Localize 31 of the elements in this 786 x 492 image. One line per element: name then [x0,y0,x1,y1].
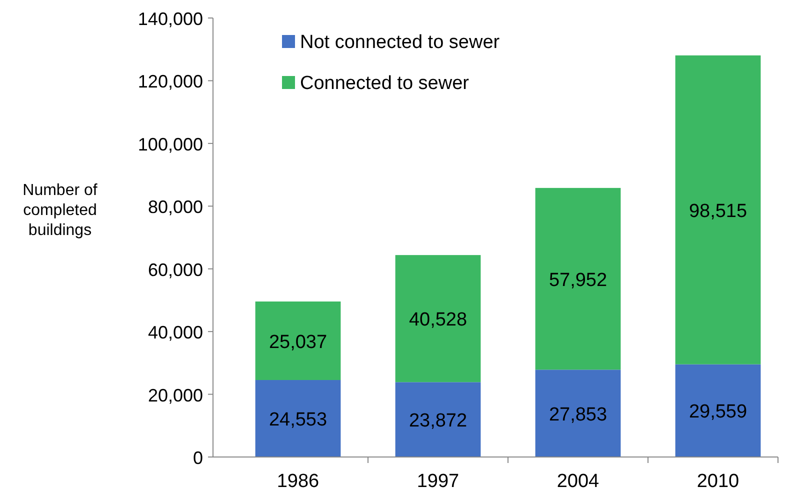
data-label: 25,037 [268,332,328,353]
data-label: 23,872 [408,410,468,432]
data-label: 40,528 [408,310,468,331]
y-tick-label: 20,000 [148,385,203,406]
data-label: 98,515 [688,200,748,222]
data-label: 29,559 [688,402,748,423]
y-tick-label: 60,000 [148,260,203,280]
y-axis-title: Number of completed buildings [22,182,98,239]
bar [395,382,481,457]
bar [675,364,761,457]
bar [535,370,621,457]
x-tick-label: 2010 [696,471,740,492]
y-tick-label: 80,000 [148,197,203,218]
y-tick-label: 120,000 [138,72,203,92]
x-tick-label: 1986 [276,471,320,492]
legend-label: Connected to sewer [300,73,470,94]
y-tick-label: 40,000 [148,322,203,343]
legend-label: Not connected to sewer [300,32,500,53]
y-tick-label: 0 [192,448,203,468]
y-tick-label: 100,000 [138,134,203,154]
x-tick-label: 1997 [416,471,460,492]
bar [675,55,761,364]
bar [255,302,341,380]
data-label: 57,952 [548,270,608,291]
bar [535,188,621,370]
bar [255,380,341,457]
data-label: 27,853 [548,404,608,426]
y-tick-label: 140,000 [138,9,203,29]
bar [395,255,481,382]
x-tick-label: 2004 [556,471,600,492]
data-label: 24,553 [268,410,328,431]
